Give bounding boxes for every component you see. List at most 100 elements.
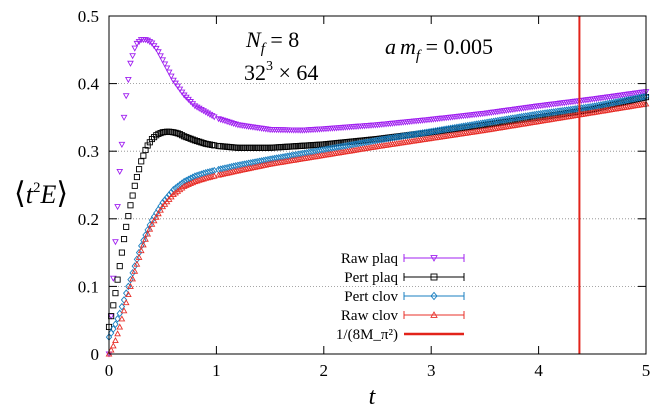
data-point — [148, 220, 156, 227]
data-point — [253, 163, 261, 170]
data-point — [225, 119, 233, 126]
data-point — [172, 184, 179, 192]
data-point — [157, 130, 164, 137]
data-point — [107, 346, 115, 353]
data-point — [243, 165, 250, 172]
data-point — [187, 179, 194, 187]
data-point — [137, 247, 145, 254]
data-point — [127, 275, 134, 284]
data-point — [129, 275, 136, 282]
data-point — [206, 173, 214, 180]
data-point — [155, 210, 162, 217]
data-point — [223, 118, 231, 125]
data-point — [138, 158, 145, 165]
series-raw-clov — [105, 100, 650, 357]
data-point — [232, 121, 240, 128]
data-point — [249, 164, 257, 171]
data-point — [210, 114, 218, 121]
data-point — [110, 325, 117, 333]
data-point — [127, 60, 134, 67]
data-point — [107, 313, 115, 320]
data-point — [131, 45, 139, 52]
data-point — [182, 181, 190, 188]
data-point — [155, 49, 162, 56]
data-point — [144, 142, 151, 149]
y-tick-label: 0.3 — [78, 142, 99, 161]
data-point — [135, 39, 143, 46]
data-point — [191, 137, 198, 144]
data-point — [215, 171, 222, 178]
y-tick-label: 0.1 — [78, 277, 99, 296]
data-point — [129, 192, 136, 199]
data-point — [215, 116, 222, 123]
data-point — [124, 290, 132, 298]
data-point — [174, 187, 182, 194]
data-point — [135, 248, 143, 257]
data-point — [191, 178, 199, 185]
data-point — [221, 170, 229, 177]
data-point — [193, 177, 201, 184]
legend: Raw plaq Pert plaq Pert clov Raw clov 1/(8M_… — [336, 251, 465, 343]
data-point — [112, 239, 119, 246]
data-point — [135, 253, 143, 260]
data-point — [247, 164, 255, 171]
data-point — [122, 299, 130, 306]
data-point — [219, 117, 227, 124]
x-axis-label: t — [369, 384, 377, 410]
data-point — [118, 141, 126, 148]
data-point — [204, 174, 212, 181]
data-point — [112, 290, 119, 297]
data-point — [167, 73, 175, 80]
legend-label: Pert clov — [344, 289, 398, 305]
plot-frame — [108, 15, 647, 355]
data-point — [202, 174, 210, 181]
annotation-nf: Nf = 8 — [245, 27, 299, 57]
data-point — [251, 163, 259, 170]
legend-label: 1/(8M_π²) — [336, 327, 398, 343]
grid-lines — [109, 83, 646, 287]
data-point — [116, 263, 123, 270]
data-point — [140, 236, 147, 245]
data-point — [180, 182, 188, 189]
data-point — [142, 37, 149, 44]
data-point — [185, 180, 192, 187]
data-point — [133, 40, 141, 47]
annotation-mass: a mf = 0.005 — [385, 34, 493, 64]
data-point — [142, 235, 149, 242]
legend-marker — [430, 273, 438, 281]
data-point — [118, 302, 126, 311]
data-point — [198, 139, 205, 146]
series-raw-plaq — [105, 37, 650, 358]
data-point — [178, 132, 186, 139]
data-point — [127, 282, 134, 289]
data-point — [200, 175, 207, 182]
data-point — [172, 80, 179, 87]
x-tick-label: 3 — [427, 361, 436, 380]
data-point — [195, 176, 203, 183]
data-point — [238, 166, 246, 173]
data-point — [118, 249, 125, 256]
data-point — [185, 134, 192, 142]
data-point — [109, 342, 117, 349]
data-point — [142, 231, 149, 239]
data-point — [146, 225, 154, 232]
data-point — [151, 134, 158, 141]
data-point — [264, 160, 272, 168]
data-point — [174, 130, 181, 137]
x-tick-label: 1 — [212, 361, 221, 380]
data-point — [138, 242, 145, 250]
data-point — [114, 330, 121, 337]
data-point — [189, 136, 196, 143]
legend-label: Raw clov — [341, 308, 399, 324]
data-point — [152, 213, 160, 220]
data-point — [144, 230, 152, 237]
data-point — [176, 186, 184, 193]
y-tick-label: 0.5 — [78, 7, 99, 26]
data-point — [176, 86, 184, 93]
data-point — [146, 221, 153, 229]
x-tick-label: 4 — [534, 361, 543, 380]
data-point — [219, 170, 227, 177]
data-point — [140, 241, 147, 248]
data-point — [112, 320, 119, 329]
